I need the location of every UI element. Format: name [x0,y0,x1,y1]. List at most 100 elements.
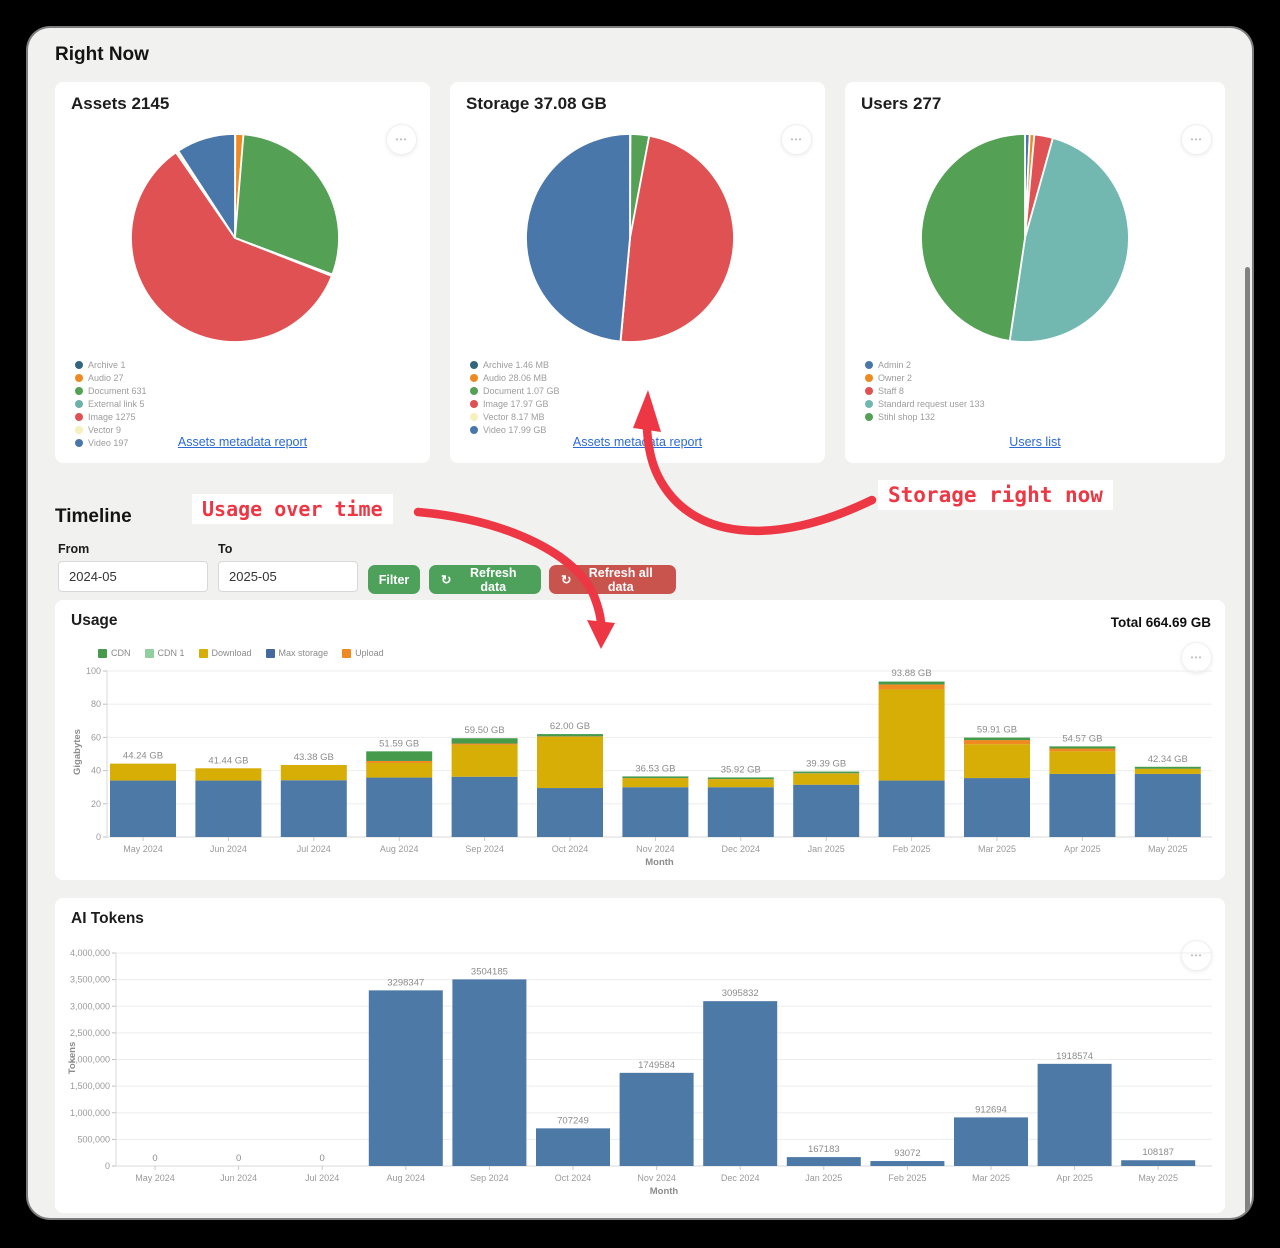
svg-text:Dec 2024: Dec 2024 [721,1173,760,1183]
right-now-heading: Right Now [55,44,149,65]
legend-item: Image 17.97 GB [470,399,560,409]
legend-item: Vector 8.17 MB [470,412,560,422]
legend-label: Image 17.97 GB [483,399,549,409]
svg-text:1749584: 1749584 [638,1060,675,1071]
users-pie-legend: Admin 2 Owner 2 Staff 8 Standard request us… [865,360,985,422]
legend-label: Document 631 [88,386,147,396]
ellipsis-menu-icon[interactable]: ••• [1181,940,1212,971]
svg-text:May 2025: May 2025 [1138,1173,1178,1183]
svg-text:0: 0 [105,1161,110,1171]
to-date-input[interactable] [218,561,358,592]
svg-text:Sep 2024: Sep 2024 [465,844,504,854]
timeline-heading: Timeline [55,506,132,527]
legend-label: Audio 28.06 MB [483,373,548,383]
svg-text:Tokens: Tokens [67,1042,78,1075]
svg-text:54.57 GB: 54.57 GB [1062,733,1102,744]
refresh-all-data-button[interactable]: ↻ Refresh all data [549,565,676,594]
svg-text:Apr 2025: Apr 2025 [1064,844,1101,854]
legend-item: Stihl shop 132 [865,412,985,422]
svg-text:3,500,000: 3,500,000 [70,975,110,985]
refresh-data-label: Refresh data [469,565,517,594]
ai-tokens-card: AI Tokens ••• 0 500,000 1,000,000 1,500,000… [55,898,1225,1213]
legend-swatch [865,387,873,395]
legend-label: Standard request user 133 [878,399,985,409]
svg-text:35.92 GB: 35.92 GB [721,764,761,775]
users-pie-chart [920,133,1130,343]
svg-text:Aug 2024: Aug 2024 [380,844,419,854]
legend-label: Video 197 [88,438,129,448]
svg-text:20: 20 [91,799,101,809]
svg-text:41.44 GB: 41.44 GB [208,755,248,766]
svg-text:Month: Month [645,857,674,868]
svg-text:39.39 GB: 39.39 GB [806,759,846,770]
usage-card: Usage Total 664.69 GB ••• CDN CDN 1 Downlo… [55,600,1225,880]
to-label: To [218,542,233,556]
svg-text:Feb 2025: Feb 2025 [893,844,931,854]
legend-item: CDN [98,648,131,658]
assets-metadata-report-link[interactable]: Assets metadata report [572,435,703,449]
svg-text:0: 0 [320,1153,325,1164]
legend-item: Audio 28.06 MB [470,373,560,383]
storage-card: Storage 37.08 GB ••• Archive 1.46 MB Audi… [450,82,825,463]
assets-pie-chart [130,133,340,343]
legend-swatch [98,648,107,658]
svg-text:59.91 GB: 59.91 GB [977,725,1017,736]
filter-button[interactable]: Filter [368,565,420,594]
legend-swatch [75,361,83,369]
svg-text:May 2024: May 2024 [123,844,163,854]
users-list-link[interactable]: Users list [1009,435,1061,449]
legend-label: Staff 8 [878,386,904,396]
svg-text:42.34 GB: 42.34 GB [1148,754,1188,765]
svg-text:Dec 2024: Dec 2024 [722,844,761,854]
storage-pie-legend: Archive 1.46 MB Audio 28.06 MB Document 1.… [470,360,560,435]
legend-swatch [75,387,83,395]
legend-swatch [865,400,873,408]
usage-stacked-bar-chart: 0 20 40 60 80 100 44.24 GB May 2024 41.44 GB Jun … [72,666,1212,868]
svg-text:4,000,000: 4,000,000 [70,948,110,958]
assets-metadata-report-link[interactable]: Assets metadata report [177,435,308,449]
legend-swatch [865,413,873,421]
legend-item: Staff 8 [865,386,985,396]
svg-text:59.50 GB: 59.50 GB [465,725,505,736]
svg-text:Jan 2025: Jan 2025 [808,844,845,854]
legend-item: CDN 1 [144,648,185,658]
svg-text:60: 60 [91,732,101,742]
legend-item: Owner 2 [865,373,985,383]
svg-text:Sep 2024: Sep 2024 [470,1173,509,1183]
dashboard-window: Right Now Assets 2145 ••• Archive 1 Audio… [28,28,1252,1218]
refresh-all-data-label: Refresh all data [588,565,653,594]
legend-item: Document 631 [75,386,147,396]
refresh-icon: ↻ [561,573,572,587]
legend-label: Admin 2 [878,360,912,370]
svg-text:1,500,000: 1,500,000 [70,1081,110,1091]
svg-text:108187: 108187 [1142,1147,1174,1158]
from-date-input[interactable] [58,561,208,592]
legend-swatch [144,648,154,658]
legend-item: Archive 1.46 MB [470,360,560,370]
legend-item: Upload [342,648,384,658]
svg-text:707249: 707249 [557,1115,589,1126]
assets-card-title: Assets 2145 [71,94,170,113]
legend-swatch [342,648,352,658]
svg-text:Gigabytes: Gigabytes [72,729,83,775]
usage-total-label: Total 664.69 GB [1110,615,1211,630]
svg-text:44.24 GB: 44.24 GB [123,751,163,762]
storage-pie-chart [525,133,735,343]
svg-text:Jul 2024: Jul 2024 [305,1173,339,1183]
svg-text:Mar 2025: Mar 2025 [972,1173,1010,1183]
legend-swatch [865,361,873,369]
legend-label: Download [211,648,252,658]
svg-text:3298347: 3298347 [387,977,424,988]
legend-label: Vector 9 [88,425,122,435]
ellipsis-menu-icon[interactable]: ••• [1181,642,1212,673]
svg-text:912694: 912694 [975,1104,1007,1115]
legend-label: Upload [355,648,384,658]
ellipsis-menu-icon[interactable]: ••• [781,124,812,155]
svg-text:0: 0 [236,1153,241,1164]
ellipsis-menu-icon[interactable]: ••• [1181,124,1212,155]
vertical-scrollbar-thumb[interactable] [1245,267,1250,1214]
ellipsis-menu-icon[interactable]: ••• [386,124,417,155]
svg-text:500,000: 500,000 [77,1134,110,1144]
refresh-data-button[interactable]: ↻ Refresh data [429,565,541,594]
svg-text:36.53 GB: 36.53 GB [635,763,675,774]
